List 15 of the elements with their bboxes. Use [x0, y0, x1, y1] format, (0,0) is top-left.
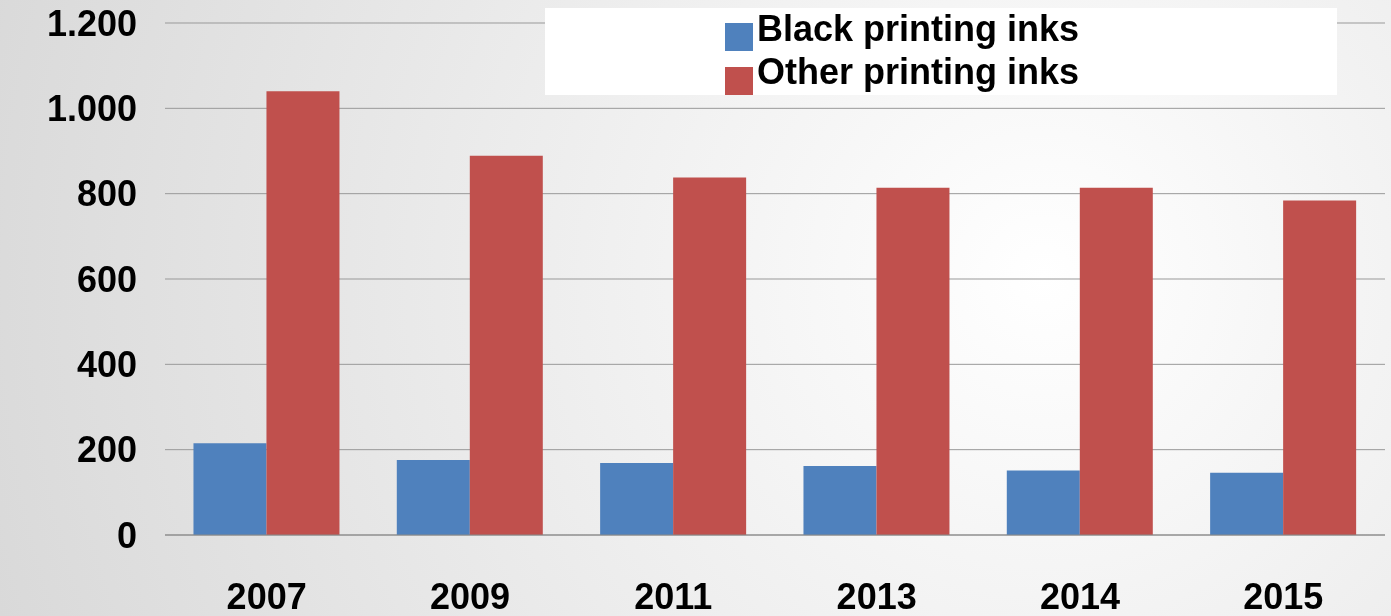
- y-tick-label: 1.000: [46, 88, 137, 130]
- x-tick-label: 2007: [226, 575, 307, 616]
- y-tick-label: 800: [76, 173, 137, 215]
- x-tick-label: 2009: [429, 575, 511, 616]
- y-tick-label: 0: [116, 514, 137, 556]
- legend-label: Other printing inks: [757, 51, 1080, 93]
- x-tick-label: 2011: [634, 575, 713, 616]
- x-tick-label: 2014: [1039, 575, 1121, 616]
- y-tick-label: 1.200: [46, 2, 137, 44]
- y-tick-label: 200: [76, 429, 137, 471]
- y-tick-label: 600: [76, 258, 137, 300]
- x-tick-label: 2015: [1243, 575, 1324, 616]
- x-tick-label: 2013: [836, 575, 917, 616]
- y-tick-label: 400: [76, 344, 137, 386]
- legend-label: Black printing inks: [757, 8, 1080, 49]
